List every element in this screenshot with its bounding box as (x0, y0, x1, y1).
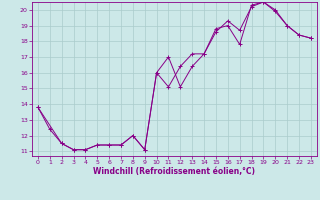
X-axis label: Windchill (Refroidissement éolien,°C): Windchill (Refroidissement éolien,°C) (93, 167, 255, 176)
